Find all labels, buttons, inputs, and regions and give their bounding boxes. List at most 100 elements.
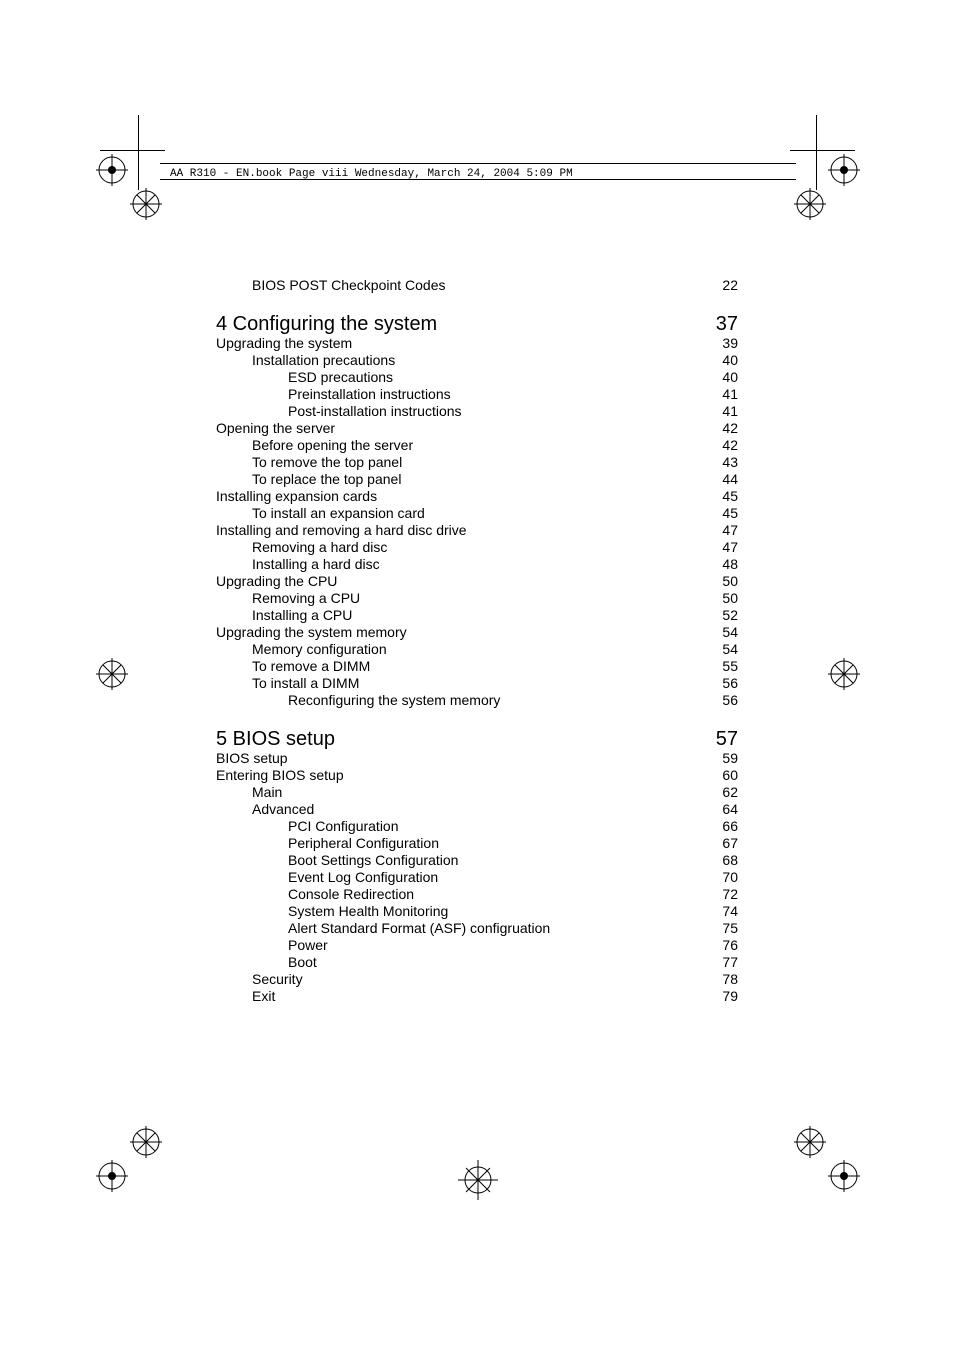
toc-entry[interactable]: Before opening the server42 xyxy=(216,438,738,452)
crop-line xyxy=(790,150,855,151)
crop-line xyxy=(816,115,817,190)
toc-entry[interactable]: Upgrading the system39 xyxy=(216,336,738,350)
toc-page: 48 xyxy=(698,557,738,571)
toc-label: System Health Monitoring xyxy=(288,904,448,918)
toc-page: 56 xyxy=(698,693,738,707)
reg-mark-top-right-outer xyxy=(828,154,860,191)
toc-page: 77 xyxy=(698,955,738,969)
toc-label: Upgrading the system memory xyxy=(216,625,407,639)
toc-page: 43 xyxy=(698,455,738,469)
toc-page: 40 xyxy=(698,353,738,367)
toc-entry[interactable]: Installing expansion cards 45 xyxy=(216,489,738,503)
toc-entry[interactable]: Upgrading the CPU 50 xyxy=(216,574,738,588)
toc-label: To replace the top panel xyxy=(252,472,401,486)
toc-label: Reconfiguring the system memory xyxy=(288,693,500,707)
toc-entry[interactable]: Main62 xyxy=(216,785,738,799)
toc-label: Opening the server xyxy=(216,421,335,435)
toc-label: To install a DIMM xyxy=(252,676,359,690)
toc-page: 22 xyxy=(698,278,738,292)
toc-chapter[interactable]: 4 Configuring the system 37 xyxy=(216,314,738,334)
toc-entry[interactable]: Removing a hard disc 47 xyxy=(216,540,738,554)
toc-entry[interactable]: Power76 xyxy=(216,938,738,952)
toc-label: Boot Settings Configuration xyxy=(288,853,458,867)
toc-entry[interactable]: Boot 77 xyxy=(216,955,738,969)
toc-page: 70 xyxy=(698,870,738,884)
toc-entry[interactable]: Exit79 xyxy=(216,989,738,1003)
toc-label: Installing expansion cards xyxy=(216,489,377,503)
toc-label: Removing a hard disc xyxy=(252,540,387,554)
toc-label: Upgrading the CPU xyxy=(216,574,337,588)
toc-entry[interactable]: Preinstallation instructions41 xyxy=(216,387,738,401)
toc-entry[interactable]: Peripheral Configuration67 xyxy=(216,836,738,850)
toc-label: BIOS POST Checkpoint Codes xyxy=(252,278,446,292)
toc-label: Advanced xyxy=(252,802,314,816)
toc-page: 54 xyxy=(698,625,738,639)
toc-label: Removing a CPU xyxy=(252,591,360,605)
reg-mark-top-right-inner xyxy=(794,188,826,225)
toc-entry[interactable]: Installation precautions 40 xyxy=(216,353,738,367)
toc-entry[interactable]: Upgrading the system memory 54 xyxy=(216,625,738,639)
toc-entry[interactable]: To remove a DIMM55 xyxy=(216,659,738,673)
toc-entry[interactable]: Removing a CPU50 xyxy=(216,591,738,605)
toc-entry[interactable]: BIOS POST Checkpoint Codes 22 xyxy=(216,278,738,292)
toc-entry[interactable]: Alert Standard Format (ASF) configruatio… xyxy=(216,921,738,935)
toc-entry[interactable]: Console Redirection72 xyxy=(216,887,738,901)
toc-entry[interactable]: Post-installation instructions 41 xyxy=(216,404,738,418)
toc-label: Installing a CPU xyxy=(252,608,352,622)
toc-page: 40 xyxy=(698,370,738,384)
toc-page: 62 xyxy=(698,785,738,799)
toc-entry[interactable]: Advanced64 xyxy=(216,802,738,816)
reg-mark-bottom-center xyxy=(458,1160,498,1205)
toc-entry[interactable]: BIOS setup59 xyxy=(216,751,738,765)
toc-entry[interactable]: Installing a CPU 52 xyxy=(216,608,738,622)
toc-page: 44 xyxy=(698,472,738,486)
toc-label: Installation precautions xyxy=(252,353,395,367)
toc-page: 45 xyxy=(698,506,738,520)
toc-entry[interactable]: PCI Configuration66 xyxy=(216,819,738,833)
toc-entry[interactable]: Installing and removing a hard disc driv… xyxy=(216,523,738,537)
crop-line xyxy=(100,150,165,151)
reg-mark-bottom-left-inner xyxy=(130,1126,162,1163)
toc-entry[interactable]: Opening the server 42 xyxy=(216,421,738,435)
toc-entry[interactable]: Boot Settings Configuration68 xyxy=(216,853,738,867)
toc-entry[interactable]: To install an expansion card45 xyxy=(216,506,738,520)
toc-page: 52 xyxy=(698,608,738,622)
toc-entry[interactable]: Event Log Configuration70 xyxy=(216,870,738,884)
toc-label: PCI Configuration xyxy=(288,819,399,833)
header-rule xyxy=(160,163,796,164)
toc-page: 45 xyxy=(698,489,738,503)
toc-content: BIOS POST Checkpoint Codes 22 4 Configur… xyxy=(216,278,738,1006)
toc-page: 42 xyxy=(698,438,738,452)
toc-entry[interactable]: To remove the top panel43 xyxy=(216,455,738,469)
toc-entry[interactable]: Entering BIOS setup60 xyxy=(216,768,738,782)
toc-entry[interactable]: To install a DIMM 56 xyxy=(216,676,738,690)
toc-label: Security xyxy=(252,972,303,986)
toc-page: 60 xyxy=(698,768,738,782)
toc-entry[interactable]: Installing a hard disc 48 xyxy=(216,557,738,571)
toc-label: Power xyxy=(288,938,328,952)
toc-page: 56 xyxy=(698,676,738,690)
toc-page: 47 xyxy=(698,540,738,554)
toc-label: ESD precautions xyxy=(288,370,393,384)
toc-label: Post-installation instructions xyxy=(288,404,462,418)
toc-label: To remove a DIMM xyxy=(252,659,370,673)
toc-entry[interactable]: Memory configuration54 xyxy=(216,642,738,656)
toc-entry[interactable]: Security 78 xyxy=(216,972,738,986)
toc-label: Alert Standard Format (ASF) configruatio… xyxy=(288,921,550,935)
toc-page: 78 xyxy=(698,972,738,986)
reg-mark-mid-left xyxy=(96,658,128,695)
toc-entry[interactable]: ESD precautions 40 xyxy=(216,370,738,384)
toc-label: Boot xyxy=(288,955,317,969)
toc-page: 42 xyxy=(698,421,738,435)
toc-label: Installing a hard disc xyxy=(252,557,380,571)
toc-page: 75 xyxy=(698,921,738,935)
toc-page: 41 xyxy=(698,404,738,418)
toc-chapter[interactable]: 5 BIOS setup 57 xyxy=(216,729,738,749)
crop-line xyxy=(138,115,139,190)
toc-entry[interactable]: System Health Monitoring74 xyxy=(216,904,738,918)
toc-entry[interactable]: To replace the top panel 44 xyxy=(216,472,738,486)
toc-page: 50 xyxy=(698,574,738,588)
toc-entry[interactable]: Reconfiguring the system memory 56 xyxy=(216,693,738,707)
reg-mark-mid-right xyxy=(828,658,860,695)
reg-mark-bottom-right-outer xyxy=(828,1160,860,1197)
